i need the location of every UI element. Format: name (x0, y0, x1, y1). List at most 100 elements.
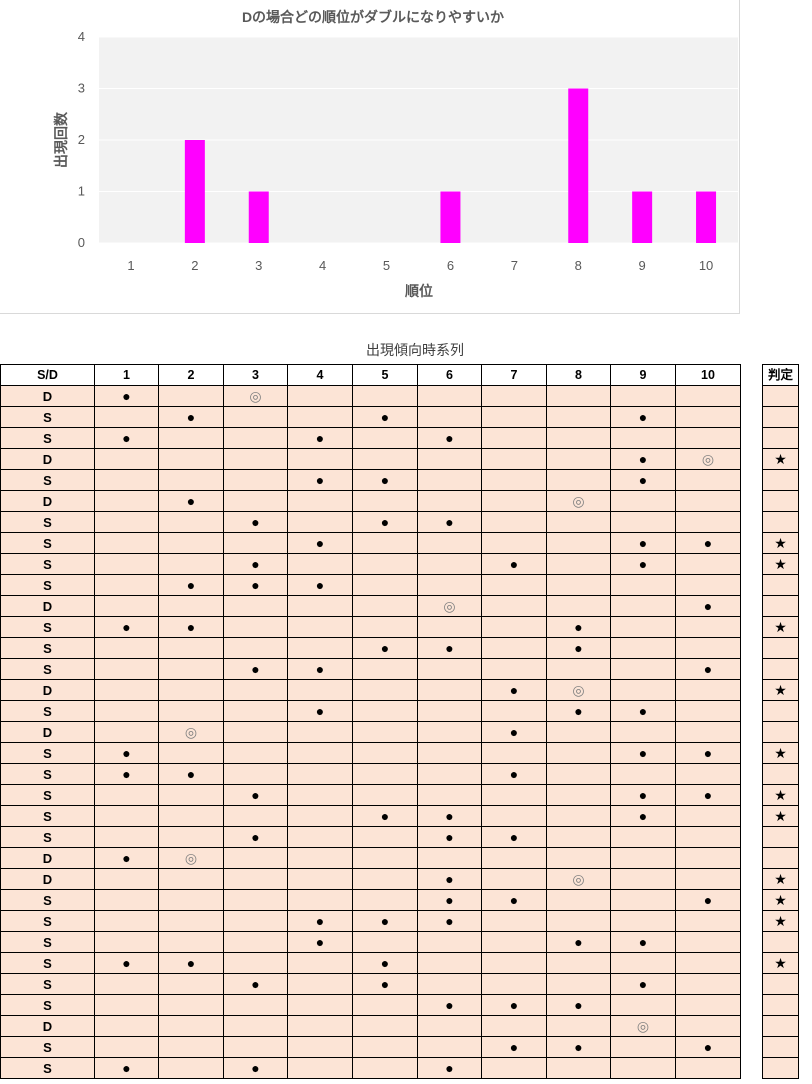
empty-cell (546, 448, 611, 470)
column-header: 2 (158, 364, 224, 386)
star-judge-cell: ★ (762, 742, 799, 764)
hit-mark-cell: ● (223, 784, 288, 806)
empty-cell (94, 826, 159, 848)
empty-cell (610, 994, 676, 1016)
empty-cell (287, 679, 353, 701)
y-tick-label: 2 (78, 132, 85, 147)
empty-cell (610, 511, 676, 533)
empty-cell (417, 616, 482, 638)
hit-mark-cell: ● (417, 637, 482, 659)
x-tick-label: 2 (191, 258, 198, 273)
table-row: S ● ● ● (0, 994, 741, 1016)
empty-cell (481, 931, 547, 953)
sd-cell: S (0, 637, 95, 659)
empty-cell (287, 448, 353, 470)
judge-cell (762, 826, 799, 848)
sd-cell: D (0, 1015, 95, 1037)
empty-cell (287, 889, 353, 911)
empty-cell (546, 1057, 611, 1079)
judge-row (762, 931, 799, 953)
empty-cell (287, 868, 353, 890)
empty-cell (158, 994, 224, 1016)
empty-cell (481, 406, 547, 428)
y-tick-label: 4 (78, 29, 85, 44)
table-row: S ● ● ● (0, 1036, 741, 1058)
hit-mark-cell: ● (481, 889, 547, 911)
hit-mark-cell: ● (610, 553, 676, 575)
empty-cell (287, 385, 353, 407)
sd-cell: S (0, 973, 95, 995)
table-row: S ● ● ● (0, 616, 741, 638)
empty-cell (158, 427, 224, 449)
hit-mark-cell: ● (94, 952, 159, 974)
hit-mark-cell: ● (158, 490, 224, 512)
empty-cell (94, 574, 159, 596)
empty-cell (94, 448, 159, 470)
empty-cell (287, 805, 353, 827)
occurrence-table: S/D 1 2 3 4 5 6 7 8 9 10 D ● ◎ S ● ● ● S ● ● ● D ● ◎ S ● ● ● D ● ◎ S ● ● ● S… (0, 364, 741, 1079)
empty-cell (223, 721, 288, 743)
hit-mark-cell: ● (94, 427, 159, 449)
double-mark-cell: ◎ (158, 847, 224, 869)
judge-row: ★ (762, 952, 799, 974)
empty-cell (675, 973, 741, 995)
sd-cell: S (0, 469, 95, 491)
empty-cell (287, 616, 353, 638)
hit-mark-cell: ● (287, 574, 353, 596)
empty-cell (417, 679, 482, 701)
judge-cell (762, 385, 799, 407)
judge-row (762, 658, 799, 680)
hit-mark-cell: ● (546, 616, 611, 638)
empty-cell (675, 931, 741, 953)
empty-cell (610, 1036, 676, 1058)
empty-cell (675, 574, 741, 596)
empty-cell (158, 784, 224, 806)
empty-cell (417, 385, 482, 407)
empty-cell (417, 700, 482, 722)
judge-row (762, 490, 799, 512)
double-mark-cell: ◎ (610, 1015, 676, 1037)
empty-cell (675, 553, 741, 575)
column-header: S/D (0, 364, 95, 386)
empty-cell (546, 406, 611, 428)
bar (440, 191, 461, 243)
empty-cell (158, 973, 224, 995)
empty-cell (481, 511, 547, 533)
table-row: S ● ● ● (0, 469, 741, 491)
bar (184, 140, 205, 243)
empty-cell (546, 805, 611, 827)
empty-cell (546, 847, 611, 869)
judge-row (762, 574, 799, 596)
empty-cell (287, 826, 353, 848)
empty-cell (158, 826, 224, 848)
hit-mark-cell: ● (610, 931, 676, 953)
empty-cell (352, 532, 418, 554)
hit-mark-cell: ● (546, 1036, 611, 1058)
star-judge-cell: ★ (762, 805, 799, 827)
hit-mark-cell: ● (287, 700, 353, 722)
sd-cell: S (0, 1057, 95, 1079)
empty-cell (287, 742, 353, 764)
x-tick-label: 9 (639, 258, 646, 273)
hit-mark-cell: ● (610, 742, 676, 764)
hit-mark-cell: ● (352, 406, 418, 428)
empty-cell (417, 742, 482, 764)
judge-cell (762, 973, 799, 995)
empty-cell (352, 595, 418, 617)
empty-cell (223, 952, 288, 974)
hit-mark-cell: ● (158, 952, 224, 974)
judge-row (762, 469, 799, 491)
empty-cell (675, 616, 741, 638)
hit-mark-cell: ● (287, 469, 353, 491)
empty-cell (675, 700, 741, 722)
double-mark-cell: ◎ (417, 595, 482, 617)
empty-cell (481, 637, 547, 659)
empty-cell (352, 931, 418, 953)
empty-cell (546, 784, 611, 806)
empty-cell (223, 763, 288, 785)
empty-cell (287, 763, 353, 785)
column-header: 8 (546, 364, 611, 386)
sd-cell: D (0, 385, 95, 407)
empty-cell (352, 574, 418, 596)
empty-cell (158, 679, 224, 701)
